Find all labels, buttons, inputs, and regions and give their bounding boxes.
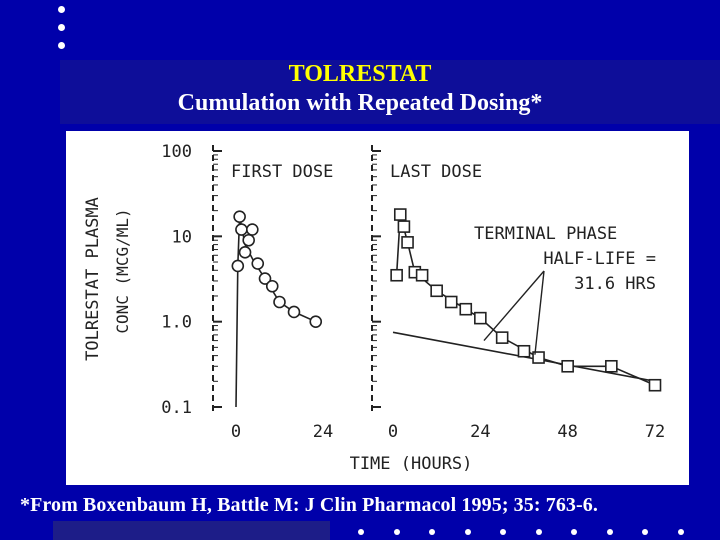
annotation-text: 31.6 HRS — [574, 274, 656, 294]
data-point — [532, 351, 545, 364]
annotation-arrow — [534, 270, 545, 355]
x-tick-label: 24 — [470, 422, 490, 442]
data-point — [246, 223, 259, 236]
x-tick-label: 0 — [388, 422, 398, 442]
data-point — [231, 259, 245, 273]
data-point — [242, 233, 255, 247]
x-axis-label: TIME (HOURS) — [350, 454, 473, 474]
decorative-dots-left — [58, 6, 65, 60]
data-point — [265, 279, 279, 293]
annotation-text: HALF-LIFE = — [543, 249, 656, 269]
dot-icon — [429, 529, 435, 535]
y-tick-label: 100 — [161, 142, 192, 162]
x-tick-label: 24 — [313, 422, 333, 442]
y-tick-label: 10 — [172, 227, 192, 247]
annotation-arrow — [483, 270, 545, 342]
data-point — [459, 302, 473, 316]
data-point — [415, 268, 429, 282]
data-point — [495, 331, 509, 344]
y-axis-label-units: CONC (MCG/ML) — [113, 208, 132, 333]
y-tick-label: 1.0 — [161, 313, 192, 333]
data-point — [401, 236, 414, 249]
title-line-1: TOLRESTAT — [288, 61, 432, 87]
dot-icon — [464, 529, 471, 535]
data-point — [648, 378, 662, 392]
dot-icon — [58, 42, 65, 49]
slide-title: TOLRESTAT Cumulation with Repeated Dosin… — [60, 60, 660, 118]
panel-label: FIRST DOSE — [231, 162, 333, 182]
data-point — [517, 344, 531, 358]
dot-icon — [58, 24, 65, 31]
data-point — [233, 210, 246, 223]
bottom-accent-bar — [53, 521, 330, 540]
data-point — [393, 208, 407, 221]
dot-icon — [535, 529, 542, 535]
data-point — [238, 245, 252, 259]
data-point — [474, 311, 487, 325]
x-tick-label: 0 — [231, 422, 241, 442]
dot-icon — [642, 529, 648, 535]
title-band — [60, 60, 720, 124]
data-point — [273, 295, 286, 309]
data-point — [235, 223, 248, 236]
chart-panel: 100 10 1.0 0.1 TOLRESTAT PLASMA CONC (MCG/ML)… — [66, 131, 689, 485]
y-axis-label: TOLRESTAT PLASMA — [83, 197, 103, 361]
data-point — [397, 220, 411, 233]
dot-icon — [571, 529, 577, 535]
citation-footnote: *From Boxenbaum H, Battle M: J Clin Phar… — [20, 494, 598, 516]
dot-icon — [606, 529, 613, 535]
data-point — [430, 284, 443, 298]
dot-icon — [58, 6, 65, 13]
annotation-text: TERMINAL PHASE — [474, 224, 617, 244]
dot-icon — [358, 529, 364, 535]
pk-chart: 100 10 1.0 0.1 TOLRESTAT PLASMA CONC (MCG/ML)… — [83, 142, 665, 474]
data-point — [258, 272, 272, 285]
data-point — [561, 359, 574, 373]
data-point — [390, 268, 403, 282]
dot-icon — [677, 529, 684, 535]
dot-icon — [393, 529, 400, 535]
data-point — [251, 257, 265, 270]
panel-label: LAST DOSE — [390, 162, 482, 182]
x-tick-label: 72 — [645, 422, 665, 442]
y-tick-label: 0.1 — [161, 398, 192, 418]
data-point — [605, 359, 618, 373]
dot-icon — [500, 529, 506, 535]
title-line-2: Cumulation with Repeated Dosing* — [177, 90, 543, 116]
data-point — [309, 315, 323, 328]
x-tick-label: 48 — [557, 422, 577, 442]
data-point — [444, 295, 458, 309]
data-point — [287, 305, 301, 319]
